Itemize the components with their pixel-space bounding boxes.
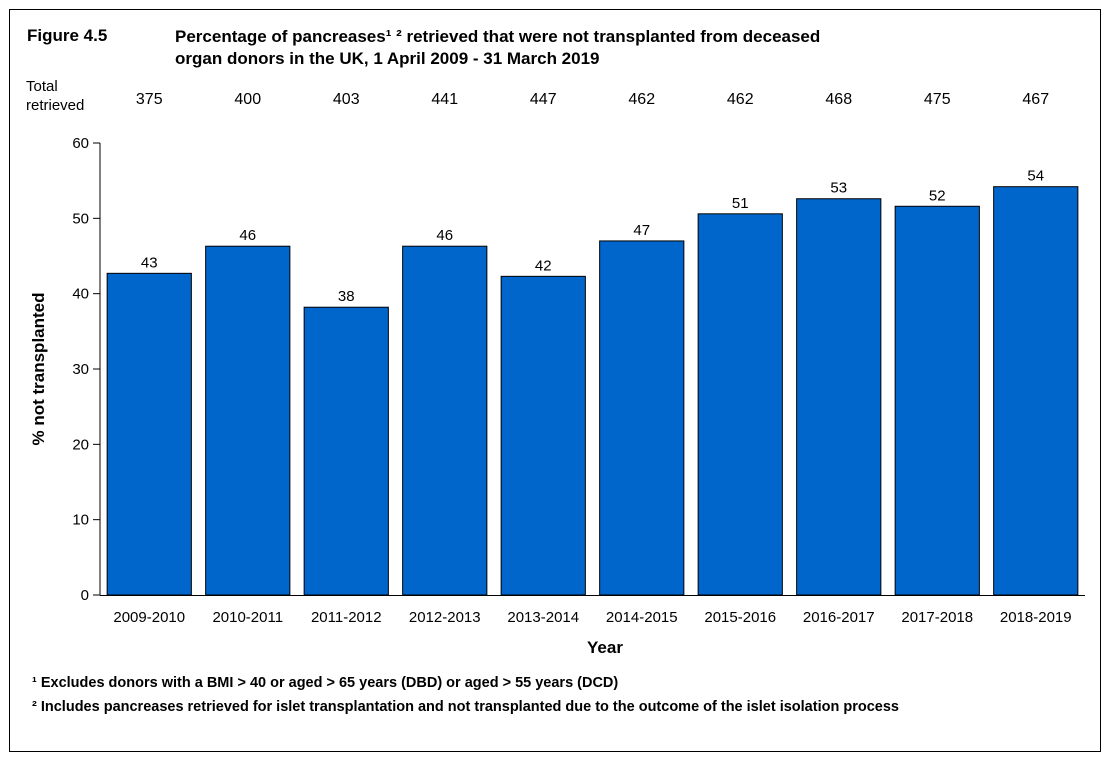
bar (697, 213, 783, 596)
y-tick-label: 50 (72, 210, 89, 227)
bar-data-label: 51 (732, 195, 749, 212)
y-tick-label: 60 (72, 135, 89, 152)
y-tick-label: 0 (81, 587, 89, 604)
bar-data-label: 47 (633, 222, 650, 239)
x-tick-label: 2016-2017 (803, 609, 875, 626)
bar-data-label: 42 (535, 257, 552, 274)
bar-labels: 43 46 38 46 42 47 51 53 52 54 (141, 168, 1044, 306)
x-tick-label: 2009-2010 (113, 609, 185, 626)
bar (500, 275, 586, 596)
figure-title: Percentage of pancreases¹ ² retrieved th… (175, 27, 821, 68)
bar-data-label: 53 (830, 180, 847, 197)
bar-data-label: 46 (436, 227, 453, 244)
total-retrieved-value: 441 (431, 91, 458, 108)
total-retrieved-value: 403 (333, 91, 360, 108)
bar (599, 240, 685, 596)
total-retrieved-value: 375 (136, 91, 163, 108)
x-tick-label: 2012-2013 (409, 609, 481, 626)
x-axis-label: Year (587, 638, 623, 657)
total-retrieved-value: 467 (1022, 91, 1049, 108)
total-retrieved-value: 462 (628, 91, 655, 108)
bar-data-label: 38 (338, 288, 355, 305)
bar (205, 245, 291, 596)
y-axis-label: % not transplanted (29, 292, 48, 445)
bar-data-label: 54 (1027, 168, 1044, 185)
totals-row: 375 400 403 441 447 462 462 468 475 467 (136, 91, 1049, 108)
total-retrieved-value: 475 (924, 91, 951, 108)
y-tick-label: 30 (72, 361, 89, 378)
x-tick-label: 2010-2011 (212, 609, 283, 626)
figure-frame (9, 9, 1101, 752)
footnote-1: ¹ Excludes donors with a BMI > 40 or age… (32, 675, 619, 691)
y-axis: 0 10 20 30 40 50 60 (72, 135, 101, 604)
bars (106, 186, 1079, 596)
bar-data-label: 43 (141, 254, 158, 271)
x-tick-label: 2015-2016 (704, 609, 776, 626)
bar (796, 198, 882, 596)
footnote-2: ² Includes pancreases retrieved for isle… (32, 699, 899, 715)
bar (894, 205, 980, 596)
bar-data-label: 52 (929, 187, 946, 204)
x-tick-label: 2011-2012 (311, 609, 382, 626)
y-tick-label: 10 (72, 512, 89, 529)
x-tick-label: 2018-2019 (1000, 609, 1072, 626)
total-retrieved-value: 447 (530, 91, 557, 108)
y-tick-label: 20 (72, 436, 89, 453)
bar (993, 186, 1079, 596)
x-axis: 2009-2010 2010-2011 2011-2012 2012-2013 2013… (100, 595, 1085, 626)
x-tick-label: 2017-2018 (901, 609, 973, 626)
y-tick-label: 40 (72, 286, 89, 303)
bar-chart: 375 400 403 441 447 462 462 468 475 467 0 10 20 30 40… (29, 91, 1085, 657)
bar-data-label: 46 (239, 227, 256, 244)
figure-label: Figure 4.5 (27, 26, 108, 45)
x-tick-label: 2013-2014 (507, 609, 579, 626)
total-retrieved-value: 400 (234, 91, 261, 108)
total-retrieved-value: 468 (825, 91, 852, 108)
total-retrieved-value: 462 (727, 91, 754, 108)
bar (303, 306, 389, 596)
total-retrieved-label: Total retrieved (26, 78, 85, 114)
bar (402, 245, 488, 596)
x-tick-label: 2014-2015 (606, 609, 678, 626)
bar (106, 272, 192, 596)
